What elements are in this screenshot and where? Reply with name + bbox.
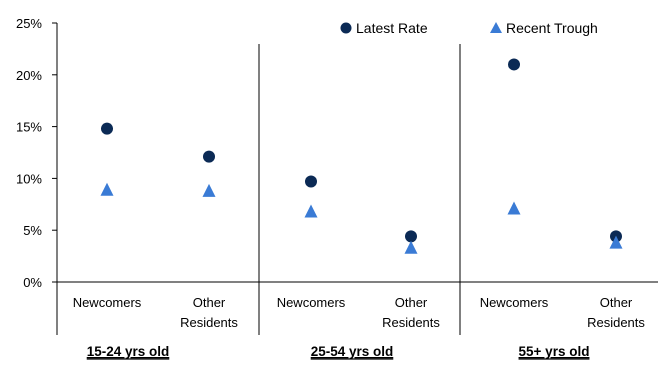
category-label: Other — [193, 295, 226, 310]
y-tick-label: 5% — [23, 223, 42, 238]
category-label: Residents — [587, 315, 645, 330]
y-tick-label: 20% — [16, 68, 42, 83]
group-label: 25-54 yrs old — [311, 344, 394, 359]
group-labels: 15-24 yrs old 25-54 yrs old 55+ yrs old — [86, 344, 590, 360]
category-labels: Newcomers Other Residents Newcomers Other Res… — [73, 295, 646, 330]
category-label: Newcomers — [480, 295, 549, 310]
legend-label: Recent Trough — [506, 20, 598, 36]
category-label: Other — [395, 295, 428, 310]
recent-trough-point — [507, 201, 521, 215]
latest-rate-point — [101, 122, 113, 135]
category-label: Residents — [180, 315, 238, 330]
latest-rate-point — [405, 230, 417, 243]
y-axis-ticks: 0% 5% 10% 15% 20% 25% — [16, 16, 57, 290]
category-label: Newcomers — [277, 295, 346, 310]
recent-trough-point — [100, 182, 114, 196]
recent-trough-point — [202, 183, 216, 197]
y-tick-label: 25% — [16, 16, 42, 31]
group-label: 15-24 yrs old — [87, 344, 170, 359]
legend-marker-recent-trough — [490, 22, 502, 33]
recent-trough-point — [609, 235, 623, 249]
legend: Latest Rate Recent Trough — [340, 20, 598, 36]
axes — [56, 23, 658, 335]
category-label: Other — [600, 295, 633, 310]
latest-rate-point — [305, 175, 317, 188]
group-label: 55+ yrs old — [519, 344, 590, 359]
data-points — [100, 58, 623, 254]
latest-rate-point — [203, 150, 215, 163]
legend-label: Latest Rate — [356, 20, 428, 36]
y-tick-label: 15% — [16, 120, 42, 135]
y-tick-label: 0% — [23, 275, 42, 290]
latest-rate-point — [508, 58, 520, 71]
category-label: Residents — [382, 315, 440, 330]
y-tick-label: 10% — [16, 171, 42, 186]
recent-trough-point — [404, 240, 418, 254]
legend-marker-latest-rate — [340, 22, 352, 34]
recent-trough-point — [304, 204, 318, 218]
category-label: Newcomers — [73, 295, 142, 310]
